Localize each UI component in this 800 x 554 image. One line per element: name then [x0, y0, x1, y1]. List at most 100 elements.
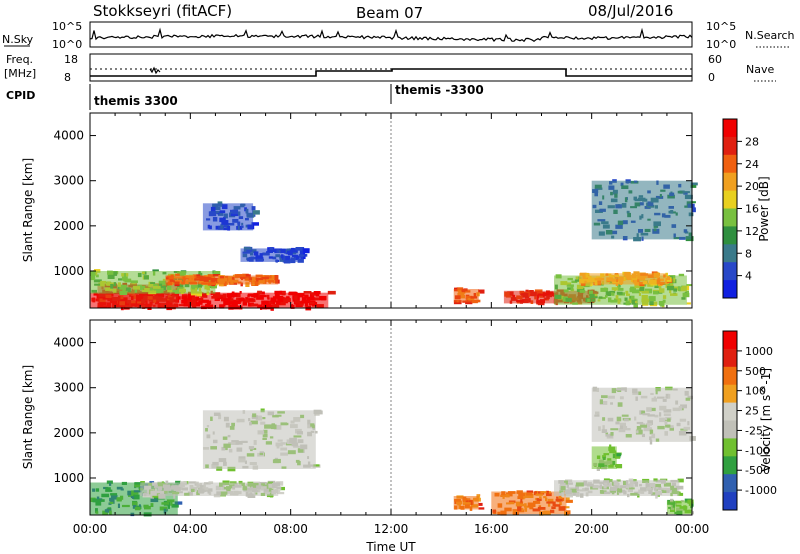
velocity-colorbar-swatch: [723, 366, 737, 386]
power-cell: [94, 269, 101, 273]
velocity-ytick-label: 4000: [53, 336, 84, 350]
freq-panel: Freq. [MHz] 18 8 60 0 Nave: [4, 53, 776, 84]
power-cell: [313, 291, 321, 295]
nsearch-tick-high: 10^5: [706, 20, 736, 33]
power-cell: [685, 290, 689, 293]
power-cell: [213, 271, 221, 276]
velocity-cell: [678, 491, 681, 495]
power-colorbar-label: Power [dB]: [757, 176, 771, 241]
power-cell: [666, 276, 671, 280]
power-region: [240, 248, 304, 262]
power-colorbar-swatch: [723, 262, 737, 281]
velocity-colorbar-tick-label: -25: [745, 424, 763, 437]
velocity-cell: [313, 409, 322, 415]
velocity-cell: [677, 478, 684, 483]
power-colorbar-swatch: [723, 136, 737, 156]
power-colorbar-swatch: [723, 226, 737, 245]
velocity-colorbar-tick-label: -1000: [745, 484, 777, 497]
velocity-cell: [227, 466, 236, 472]
velocity-cell: [188, 481, 197, 484]
velocity-region: [554, 480, 680, 496]
power-marks: [90, 179, 698, 311]
nsky-tick-high: 10^5: [52, 20, 82, 33]
velocity-cell: [277, 486, 285, 491]
velocity-colorbar-swatch: [723, 474, 737, 493]
velocity-marks: [90, 386, 696, 517]
nsky-series: [89, 27, 693, 43]
power-colorbar: 28 24 20 16 12 8 4 Power [dB]: [722, 118, 771, 299]
power-colorbar-swatch: [723, 172, 737, 192]
velocity-ytick-label: 1000: [53, 471, 84, 485]
power-cell: [152, 269, 159, 272]
power-cell: [686, 284, 693, 287]
nsearch-label: N.Search: [745, 29, 795, 42]
power-region: [202, 203, 254, 231]
velocity-cell: [649, 439, 653, 445]
power-cell: [274, 290, 283, 294]
power-cell: [327, 290, 336, 295]
velocity-colorbar-tick-label: 500: [745, 365, 766, 378]
cpid-segment-2: themis -3300: [395, 83, 484, 97]
velocity-cell: [565, 497, 570, 501]
velocity-cell: [565, 499, 573, 503]
nsky-label: N.Sky: [2, 33, 34, 46]
power-cell: [239, 291, 242, 294]
velocity-panel: 1000 2000 3000 4000 00:00 04:00 08:00 12:00 16:…: [21, 319, 710, 554]
velocity-cell: [174, 501, 183, 505]
velocity-ytick-label: 3000: [53, 381, 84, 395]
velocity-cell: [609, 444, 612, 448]
velocity-y-ticks: 1000 2000 3000 4000: [53, 336, 692, 485]
power-cell: [690, 201, 696, 204]
velocity-colorbar: 1000 500 100 25 -25 -100 -500 -1000 Velocity [m…: [722, 330, 777, 511]
power-colorbar-tick-label: 12: [745, 225, 759, 238]
power-colorbar-tick-label: 16: [745, 203, 759, 216]
power-region: [579, 273, 667, 285]
velocity-colorbar-swatch: [723, 492, 737, 511]
velocity-cell: [175, 480, 181, 484]
velocity-region: [202, 410, 316, 469]
power-cell: [633, 271, 640, 275]
velocity-region: [491, 491, 567, 515]
power-colorbar-swatch: [723, 119, 737, 138]
nave-tick-low: 0: [708, 71, 715, 84]
velocity-colorbar-swatch: [723, 438, 737, 457]
velocity-cell: [106, 480, 113, 484]
velocity-cell: [615, 453, 622, 457]
velocity-x-ticks: 00:00 04:00 08:00 12:00 16:00 20:00 00:00: [73, 320, 710, 536]
time-tick-label: 00:00: [675, 522, 710, 536]
power-colorbar-swatch: [723, 208, 737, 227]
power-cell: [525, 289, 529, 292]
power-y-ticks: 1000 2000 3000 4000: [53, 129, 692, 278]
power-colorbar-tick-label: 20: [745, 180, 759, 193]
power-colorbar-tick-label: 28: [745, 135, 759, 148]
velocity-cell: [315, 430, 318, 434]
velocity-cell: [675, 485, 684, 490]
velocity-region: [591, 387, 692, 442]
velocity-cell: [689, 436, 696, 441]
power-cell: [196, 291, 202, 297]
freq-series: [90, 68, 692, 77]
velocity-colorbar-swatch: [723, 331, 737, 350]
velocity-colorbar-swatch: [723, 420, 737, 439]
power-cell: [633, 302, 638, 308]
velocity-region: [453, 496, 479, 510]
power-cell: [691, 207, 696, 213]
velocity-cell: [615, 454, 621, 459]
time-tick-label: 04:00: [173, 522, 208, 536]
station-title: Stokkseyri (fitACF): [93, 2, 232, 20]
velocity-cell: [478, 502, 483, 506]
power-colorbar-tick-label: 4: [745, 270, 752, 283]
velocity-cell: [628, 478, 634, 482]
velocity-colorbar-swatch: [723, 456, 737, 475]
power-region: [165, 275, 279, 285]
power-cell: [245, 282, 250, 287]
velocity-cell: [476, 494, 480, 498]
velocity-region: [140, 482, 279, 496]
power-ytick-label: 3000: [53, 174, 84, 188]
power-cell: [303, 291, 312, 294]
velocity-ylabel: Slant Range [km]: [21, 365, 35, 469]
power-colorbar-swatch: [723, 190, 737, 209]
power-panel: 1000 2000 3000 4000 Slant Range [km]: [21, 112, 698, 311]
power-colorbar-swatch: [723, 280, 737, 299]
